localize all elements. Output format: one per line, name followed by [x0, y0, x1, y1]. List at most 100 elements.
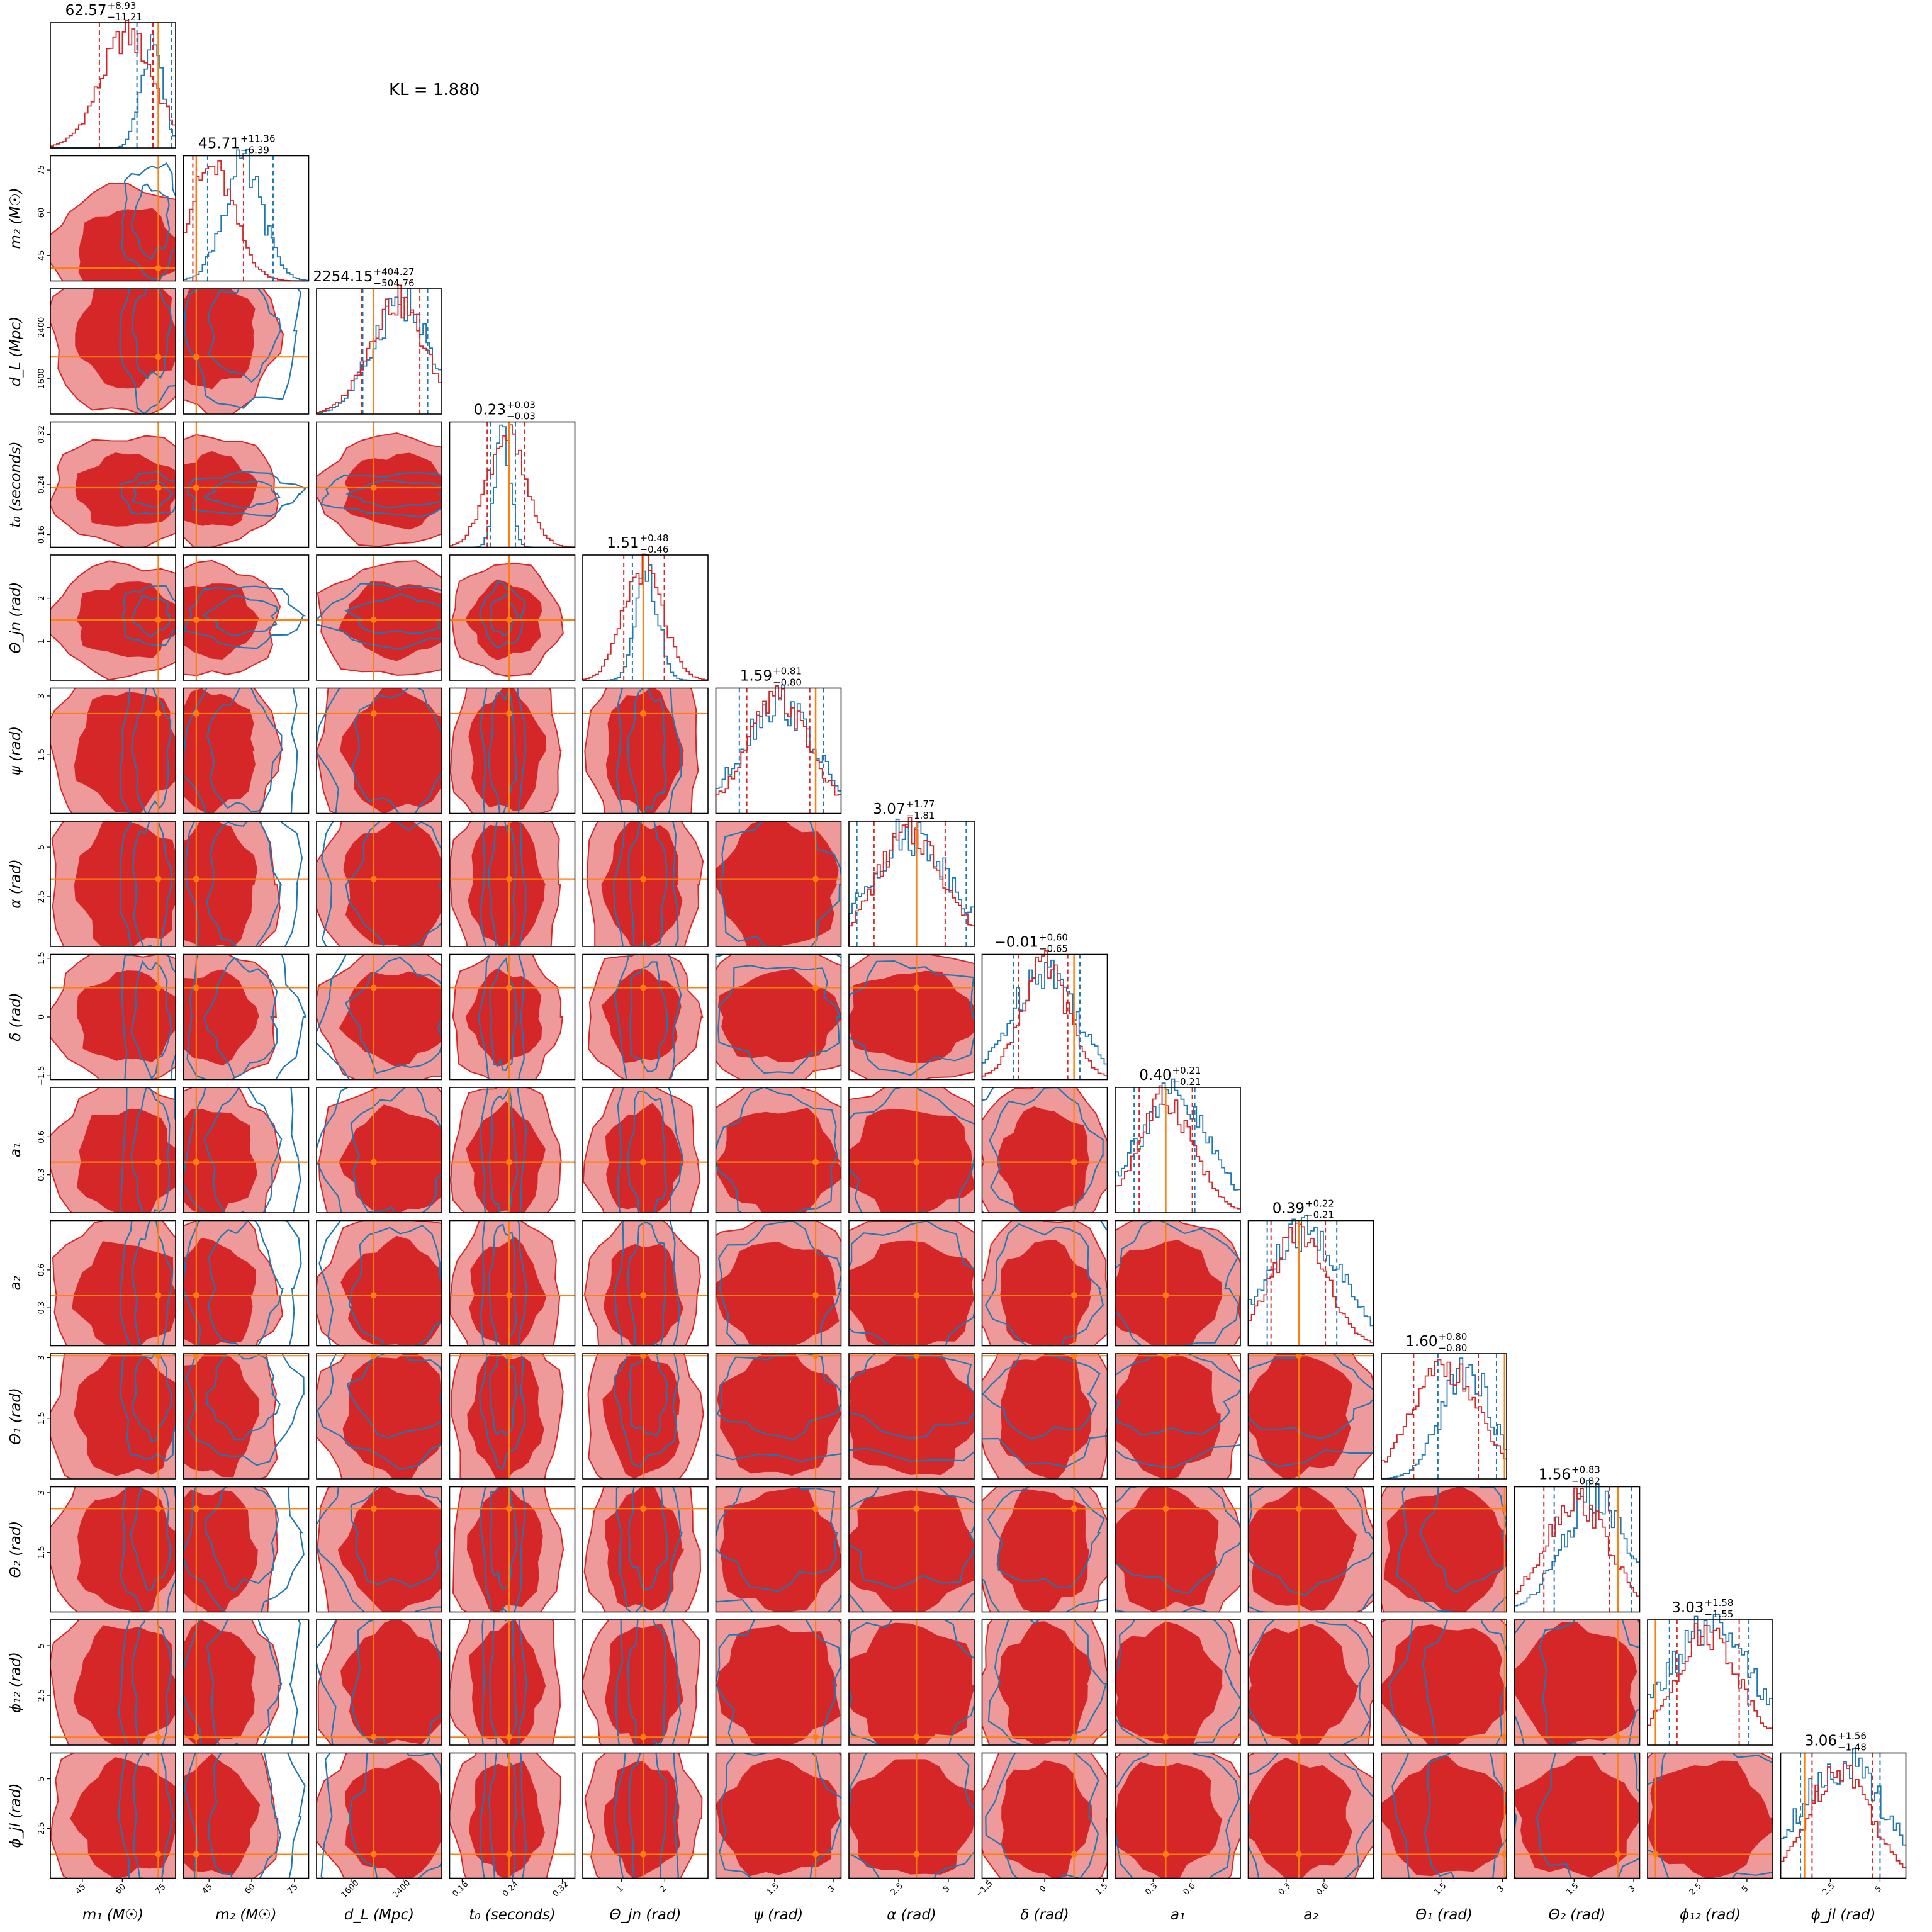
histogram-b-dL: [316, 288, 442, 414]
panel-theta2-dL: [316, 1486, 442, 1613]
panel-a1-alpha: [848, 1087, 975, 1213]
median-title-thetajn: 1.51: [607, 535, 639, 551]
density-alpha-thetajn: [583, 821, 708, 946]
density-dL-m1: [50, 289, 176, 414]
density-theta1-a2: [1248, 1354, 1374, 1479]
panel-phijl-m2: 45 60 75: [183, 1752, 310, 1896]
density-theta2-psi: [716, 1486, 841, 1612]
panel-theta2-theta2: 1.56 +0.83−0.82: [1514, 1464, 1641, 1613]
density-theta2-thetajn: [583, 1486, 708, 1612]
truth-point: [1501, 1734, 1507, 1741]
panel-frame: [183, 155, 310, 282]
panel-a1-dL: [316, 1087, 442, 1213]
panel-frame: [50, 1752, 176, 1879]
panel-frame: [449, 1486, 576, 1613]
truth-point: [370, 1292, 377, 1299]
density-t0-dL: [317, 422, 442, 548]
panel-frame: [50, 554, 176, 681]
panel-frame: [981, 1619, 1108, 1746]
histogram-a-a1: [1115, 1085, 1240, 1213]
median-title-dL: 2254.15: [313, 269, 373, 285]
truth-point: [640, 875, 647, 882]
xtick-label-phijl: 5: [1873, 1884, 1884, 1894]
panel-frame: [715, 687, 842, 814]
panel-phijl-phijl: 3.06 +1.56−1.48 2.5 5: [1780, 1731, 1907, 1897]
median-minus-thetajn: −0.46: [640, 544, 669, 555]
truth-point: [370, 1734, 377, 1741]
ytick-label-dL: 2400: [37, 317, 47, 338]
xaxis-label-m1: m₁ (M☉): [82, 1907, 143, 1923]
panel-frame: [183, 1353, 310, 1480]
xaxis-label-dL: d_L (Mpc): [344, 1907, 414, 1923]
xtick-label-dL: 2400: [391, 1879, 412, 1900]
median-minus-m1: −11.21: [108, 11, 143, 23]
panel-a1-m2: [183, 1087, 310, 1213]
density-theta1-m1: [50, 1354, 176, 1479]
ytick-label-m2: 45: [37, 250, 47, 261]
truth-point: [155, 1851, 162, 1858]
truth-point: [1162, 1734, 1169, 1741]
density-phijl-a2: [1248, 1753, 1374, 1879]
panel-frame: [1647, 1619, 1773, 1746]
panel-frame: [582, 1220, 709, 1347]
panel-frame: [449, 421, 576, 548]
truth-point: [155, 1505, 162, 1512]
panel-frame: [981, 953, 1108, 1081]
panel-thetajn-t0: [449, 554, 576, 681]
density-theta1-psi: [716, 1354, 841, 1479]
histogram-a-m1: [50, 20, 176, 148]
histogram-b-phi12: [1647, 1614, 1773, 1745]
panel-phi12-dL: [316, 1619, 442, 1746]
truth-point: [370, 1354, 377, 1359]
density-psi-m2: [183, 688, 309, 814]
density-alpha-m1: [50, 821, 176, 946]
panel-frame: [183, 1220, 310, 1347]
panel-phi12-thetajn: [582, 1619, 709, 1746]
truth-point: [913, 1159, 920, 1165]
truth-point: [812, 1734, 819, 1741]
panel-a2-delta: [981, 1220, 1108, 1347]
panel-frame: [316, 1752, 442, 1879]
density-a1-m2: [183, 1087, 309, 1213]
density-phi12-a1: [1115, 1620, 1240, 1745]
panel-frame: [715, 821, 842, 947]
density-a2-psi: [716, 1220, 841, 1346]
truth-point: [155, 265, 162, 272]
panel-theta2-a2: [1247, 1486, 1374, 1613]
density-alpha-t0: [449, 821, 575, 946]
panel-t0-dL: [316, 421, 442, 548]
xtick-label-alpha: 2.5: [889, 1881, 905, 1897]
density-phijl-alpha: [849, 1753, 974, 1879]
truth-point: [812, 1505, 819, 1512]
panel-frame: [1115, 1087, 1241, 1213]
truth-point: [640, 1159, 647, 1165]
density-theta2-a2: [1248, 1486, 1374, 1612]
xaxis-label-theta1: Θ₁ (rad): [1415, 1907, 1473, 1923]
truth-point: [640, 1734, 647, 1741]
panel-theta1-t0: [449, 1353, 576, 1480]
panel-delta-dL: [316, 953, 442, 1081]
median-plus-m1: +8.93: [108, 0, 137, 11]
median-minus-phijl: −1.48: [1838, 1742, 1867, 1753]
panel-frame: [50, 22, 176, 149]
density-theta2-a1: [1115, 1486, 1240, 1612]
median-plus-alpha: +1.77: [906, 799, 935, 810]
xtick-label-t0: 0.16: [451, 1879, 470, 1899]
panel-frame: [981, 1486, 1108, 1613]
density-theta2-t0: [449, 1486, 575, 1612]
panel-theta2-psi: [715, 1486, 842, 1613]
panel-m1-m1: 62.57 +8.93−11.21: [50, 0, 176, 149]
panel-phi12-theta2: [1514, 1619, 1641, 1746]
ytick-label-psi: 1.5: [37, 748, 47, 761]
median-plus-dL: +404.27: [374, 266, 415, 278]
median-title-alpha: 3.07: [873, 801, 905, 817]
panel-t0-t0: 0.23 +0.03−0.03: [449, 400, 576, 548]
panel-frame: [848, 1220, 975, 1347]
panel-dL-m1: 1600 2400: [37, 288, 176, 415]
panel-psi-psi: 1.59 +0.81−0.80: [715, 666, 842, 814]
panel-delta-psi: [715, 953, 842, 1081]
panel-frame: [183, 687, 310, 814]
truth-point: [506, 1354, 513, 1359]
panel-frame: [50, 155, 176, 282]
